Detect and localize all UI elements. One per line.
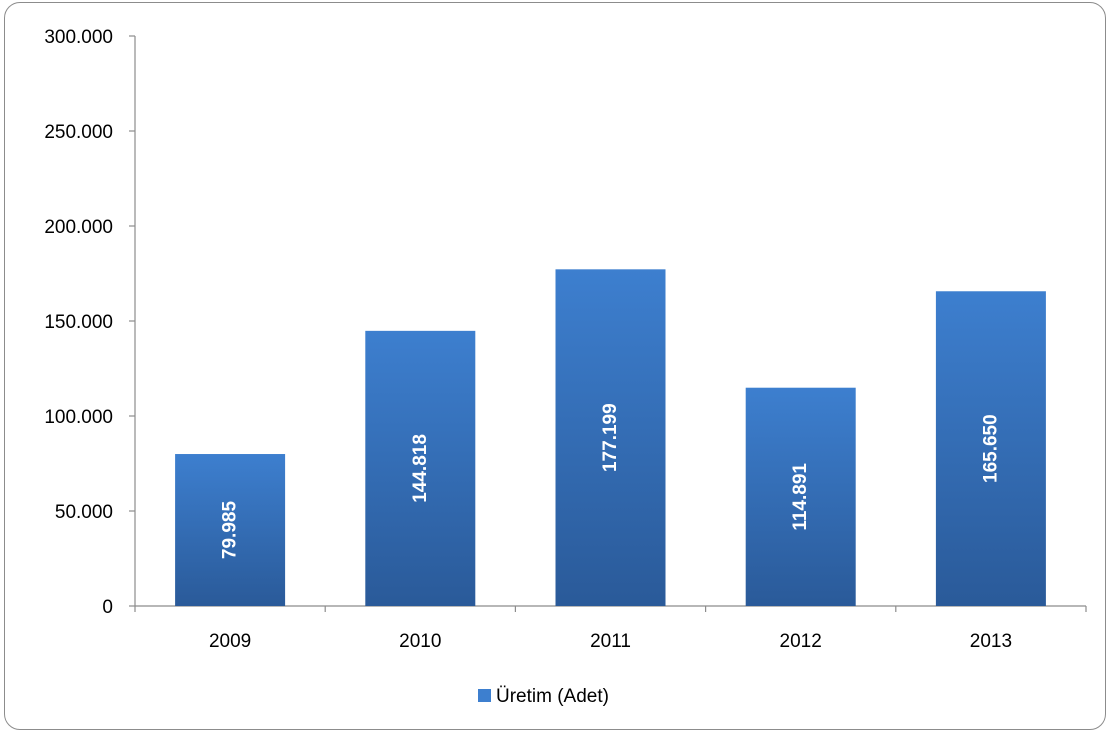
y-tick-label: 150.000 — [44, 312, 113, 333]
data-label-2012: 114.891 — [790, 463, 811, 531]
legend: Üretim (Adet) — [478, 686, 609, 707]
y-axis: 0 50.000 100.000 150.000 200.000 250.000 300.0… — [44, 27, 136, 618]
data-label-2013: 165.650 — [980, 414, 1001, 483]
y-tick-label: 100.000 — [44, 407, 113, 428]
bar-2010 — [365, 330, 476, 606]
x-tick-label: 2013 — [970, 631, 1012, 652]
x-tick-label: 2012 — [780, 631, 822, 652]
data-label-2009: 79.985 — [220, 501, 241, 560]
y-tick-label: 300.000 — [44, 27, 113, 48]
y-tick-label: 200.000 — [44, 217, 113, 238]
data-label-2011: 177.199 — [600, 403, 621, 472]
bar-2013 — [935, 291, 1046, 606]
x-axis: 2009 2010 2011 2012 2013 — [134, 605, 1087, 652]
bar-2011 — [555, 269, 666, 606]
x-tick-label: 2009 — [209, 631, 251, 652]
data-label-2010: 144.818 — [410, 434, 431, 503]
bar-2012 — [745, 387, 856, 606]
x-tick-label: 2011 — [590, 631, 631, 652]
y-tick-label: 0 — [102, 597, 113, 618]
chart-frame — [4, 2, 1106, 730]
legend-swatch — [478, 689, 491, 702]
bar-2009 — [175, 454, 286, 606]
bars: 79.985 144.818 177.199 114.891 165.650 — [175, 269, 1046, 606]
x-tick-label: 2010 — [399, 631, 441, 652]
legend-label: Üretim (Adet) — [496, 686, 609, 707]
y-tick-label: 50.000 — [55, 502, 113, 523]
y-tick-label: 250.000 — [44, 122, 113, 143]
